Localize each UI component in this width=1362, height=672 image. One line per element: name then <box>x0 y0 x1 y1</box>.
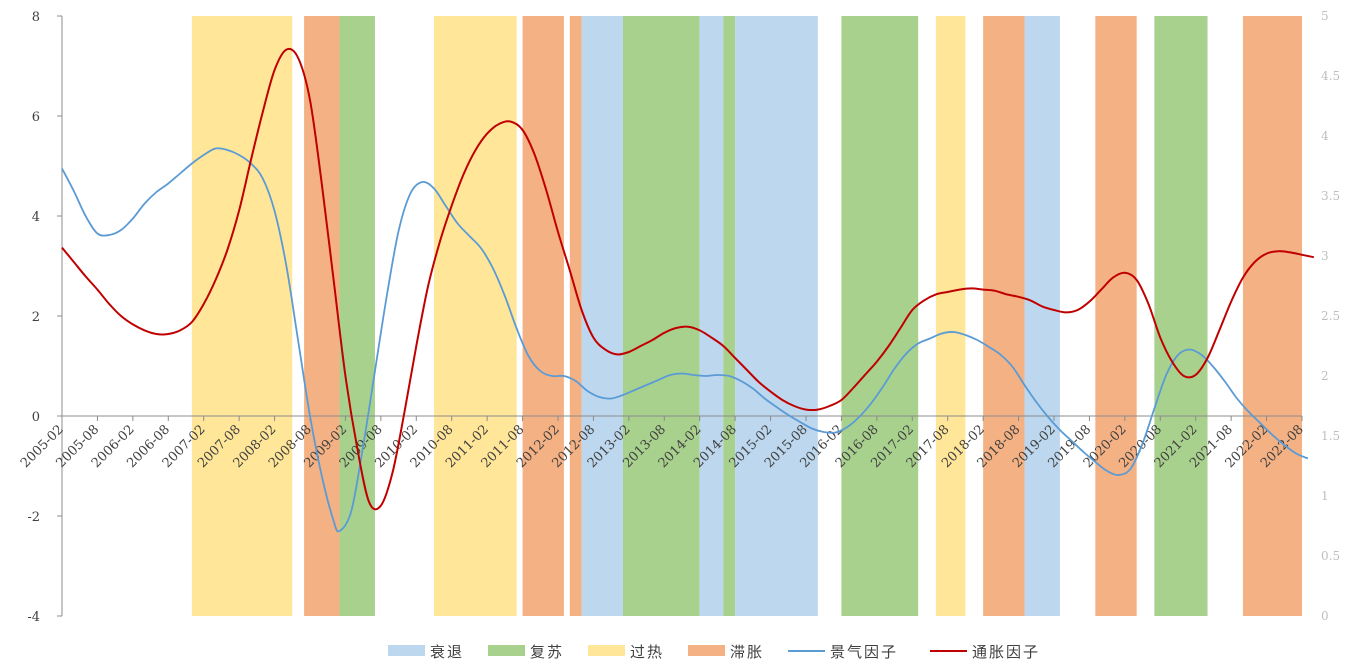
legend-label-overheat: 过热 <box>630 643 664 661</box>
regime-band-recession <box>1024 16 1060 616</box>
legend-swatch-recession <box>388 645 425 656</box>
regime-band-recovery <box>339 16 375 616</box>
y-left-tick-label: 2 <box>32 310 40 325</box>
legend-label-recovery: 复苏 <box>530 643 564 661</box>
series-line-growth <box>61 147 1309 533</box>
series-lines <box>61 47 1315 533</box>
legend-label-inflation: 通胀因子 <box>972 643 1040 661</box>
y-right-tick-label: 5 <box>1321 9 1329 23</box>
regime-band-stagflation <box>983 16 1025 616</box>
regime-band-recovery <box>622 16 700 616</box>
y-left-tick-label: 0 <box>32 410 40 425</box>
y-right-tick-label: 4 <box>1321 129 1329 143</box>
y-right-tick-label: 3 <box>1321 249 1329 263</box>
regime-band-recovery <box>1154 16 1208 616</box>
regime-band-overheat <box>935 16 966 616</box>
legend-swatch-overheat <box>588 645 625 656</box>
y-right-tick-label: 1.5 <box>1321 429 1340 443</box>
regime-band-stagflation <box>1095 16 1137 616</box>
regime-band-recession <box>735 16 818 616</box>
regime-band-stagflation <box>304 16 340 616</box>
y-right-tick-label: 0.5 <box>1321 549 1340 563</box>
y-left-tick-label: -2 <box>27 510 40 525</box>
y-left-tick-label: 4 <box>32 210 40 225</box>
legend: 衰退 复苏 过热 滞胀 景气因子 通胀因子 <box>388 643 1040 661</box>
regime-band-recovery <box>841 16 919 616</box>
legend-label-recession: 衰退 <box>430 643 464 661</box>
regime-band-overheat <box>191 16 293 616</box>
y-right-tick-label: 2.5 <box>1321 309 1340 323</box>
regime-band-stagflation <box>569 16 582 616</box>
regime-band-recovery <box>723 16 736 616</box>
regime-band-overheat <box>434 16 517 616</box>
regime-bands <box>191 16 1302 616</box>
y-left-tick-label: -4 <box>27 610 40 625</box>
y-right-tick-label: 4.5 <box>1321 69 1340 83</box>
y-left-tick-label: 8 <box>32 10 40 25</box>
regime-band-recession <box>699 16 724 616</box>
y-left-tick-label: 6 <box>32 110 40 125</box>
legend-label-stagflation: 滞胀 <box>730 643 764 661</box>
legend-swatch-stagflation <box>688 645 725 656</box>
y-right-tick-label: 3.5 <box>1321 189 1340 203</box>
series-line-inflation <box>61 47 1315 511</box>
regime-band-recession <box>581 16 623 616</box>
legend-label-growth: 景气因子 <box>830 643 898 661</box>
regime-band-stagflation <box>1242 16 1302 616</box>
y-right-tick-label: 0 <box>1321 609 1329 623</box>
y-right-tick-label: 2 <box>1321 369 1329 383</box>
legend-swatch-recovery <box>488 645 525 656</box>
regime-band-stagflation <box>522 16 564 616</box>
y-right-tick-label: 1 <box>1321 489 1329 503</box>
